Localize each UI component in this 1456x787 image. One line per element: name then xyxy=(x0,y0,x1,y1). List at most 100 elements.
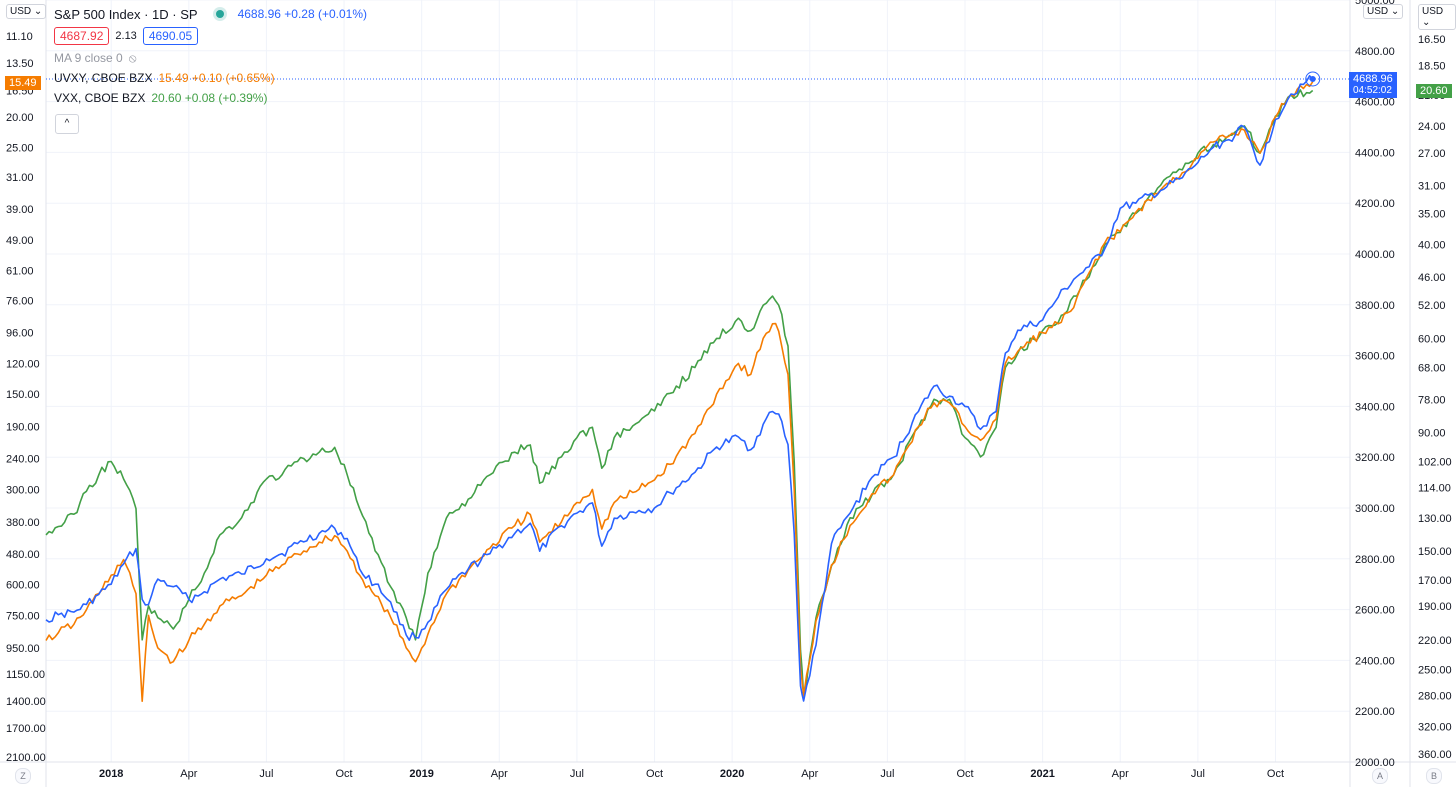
uvxy-axis-tick: 13.50 xyxy=(6,58,34,70)
spx-axis-tick: 2200.00 xyxy=(1355,706,1395,718)
series-line-vxx xyxy=(45,89,1314,697)
time-axis-tick: 2021 xyxy=(1030,768,1054,780)
uvxy-axis-tick: 380.00 xyxy=(6,517,40,529)
uvxy-axis-tick: 600.00 xyxy=(6,580,40,592)
vxx-axis-tick: 60.00 xyxy=(1418,333,1446,345)
spx-axis-tick: 2400.00 xyxy=(1355,655,1395,667)
currency-button-left[interactable]: USD ⌄ xyxy=(6,4,47,19)
uvxy-label[interactable]: UVXY, CBOE BZX xyxy=(54,71,153,85)
vxx-value: 20.60 +0.08 (+0.39%) xyxy=(151,91,268,105)
indicator-label[interactable]: MA 9 close 0 xyxy=(54,51,123,65)
uvxy-axis-tick: 950.00 xyxy=(6,643,40,655)
vxx-axis-tick: 360.00 xyxy=(1418,749,1452,761)
vxx-axis-tick: 16.50 xyxy=(1418,34,1446,46)
time-axis-tick: Apr xyxy=(801,768,818,780)
uvxy-axis-tick: 20.00 xyxy=(6,112,34,124)
uvxy-axis-tick: 11.10 xyxy=(6,31,33,43)
vxx-row: VXX, CBOE BZX 20.60 +0.08 (+0.39%) xyxy=(54,88,367,108)
vxx-axis-tick: 320.00 xyxy=(1418,722,1452,734)
spx-axis-tick: 3000.00 xyxy=(1355,503,1395,515)
time-axis-tick: Jul xyxy=(880,768,894,780)
vxx-axis-tick: 52.00 xyxy=(1418,300,1446,312)
uvxy-price-badge: 15.49 xyxy=(5,76,41,90)
spx-axis-tick: 4600.00 xyxy=(1355,97,1395,109)
vxx-price-badge: 20.60 xyxy=(1416,84,1452,98)
current-point-ring xyxy=(1305,71,1321,87)
time-axis-tick: Apr xyxy=(180,768,197,780)
vxx-axis-tick: 190.00 xyxy=(1418,601,1452,613)
uvxy-axis-tick: 1150.00 xyxy=(6,669,45,681)
uvxy-axis-tick: 120.00 xyxy=(6,358,40,370)
vxx-axis-tick: 78.00 xyxy=(1418,394,1446,406)
grid-lines xyxy=(46,0,1350,763)
vxx-label[interactable]: VXX, CBOE BZX xyxy=(54,91,146,105)
uvxy-axis-tick: 96.00 xyxy=(6,328,34,340)
uvxy-axis-tick: 2100.00 xyxy=(6,752,46,764)
vxx-axis-tick: 68.00 xyxy=(1418,362,1446,374)
uvxy-value: 15.49 +0.10 (+0.65%) xyxy=(158,71,275,85)
time-axis-tick: Apr xyxy=(1112,768,1129,780)
uvxy-axis-tick: 480.00 xyxy=(6,549,40,561)
vxx-axis-tick: 35.00 xyxy=(1418,208,1446,220)
spx-axis-tick: 4400.00 xyxy=(1355,147,1395,159)
spx-axis-tick: 3800.00 xyxy=(1355,300,1395,312)
price-readout: 4688.96 +0.28 (+0.01%) xyxy=(237,7,367,21)
vxx-axis-tick: 40.00 xyxy=(1418,239,1446,251)
uvxy-axis-tick: 25.00 xyxy=(6,143,34,155)
time-axis-tick: Oct xyxy=(1267,768,1284,780)
spread-value: 2.13 xyxy=(115,30,137,42)
b-button[interactable]: B xyxy=(1426,768,1442,784)
spx-axis-tick: 4800.00 xyxy=(1355,46,1395,58)
vxx-axis-tick: 27.00 xyxy=(1418,148,1446,160)
time-axis-tick: Jul xyxy=(570,768,584,780)
series-line-spx xyxy=(45,75,1314,702)
spx-axis-tick: 5000.00 xyxy=(1355,0,1395,7)
uvxy-axis-tick: 31.00 xyxy=(6,172,34,184)
vxx-axis-tick: 31.00 xyxy=(1418,180,1446,192)
symbol-title[interactable]: S&P 500 Index · 1D · SP xyxy=(54,6,198,22)
spx-axis-tick: 2000.00 xyxy=(1355,757,1395,769)
spx-axis-tick: 4200.00 xyxy=(1355,198,1395,210)
indicator-row: MA 9 close 0 ⦸ xyxy=(54,48,367,68)
spx-axis-tick: 2600.00 xyxy=(1355,605,1395,617)
legend: S&P 500 Index · 1D · SP 4688.96 +0.28 (+… xyxy=(54,4,367,108)
currency-button-mid[interactable]: USD ⌄ xyxy=(1363,4,1404,19)
time-axis-tick: Jul xyxy=(1191,768,1205,780)
vxx-axis-tick: 46.00 xyxy=(1418,272,1446,284)
time-axis-tick: 2018 xyxy=(99,768,123,780)
zoom-button[interactable]: Z xyxy=(15,768,31,784)
uvxy-axis-tick: 49.00 xyxy=(6,235,34,247)
time-axis-tick: Jul xyxy=(259,768,273,780)
uvxy-axis-tick: 76.00 xyxy=(6,296,34,308)
currency-button-right[interactable]: USD ⌄ xyxy=(1418,4,1456,30)
vxx-axis-tick: 130.00 xyxy=(1418,513,1452,525)
vxx-axis-tick: 280.00 xyxy=(1418,691,1452,703)
vxx-axis-tick: 114.00 xyxy=(1418,482,1451,494)
uvxy-axis-tick: 1400.00 xyxy=(6,696,46,708)
spx-price-badge: 4688.96 04:52:02 xyxy=(1349,72,1397,98)
bid-box[interactable]: 4687.92 xyxy=(54,27,110,45)
collapse-legend-button[interactable]: ^ xyxy=(55,114,79,134)
series-line-uvxy xyxy=(45,81,1314,703)
uvxy-axis-tick: 61.00 xyxy=(6,265,34,277)
time-axis-tick: Oct xyxy=(956,768,973,780)
uvxy-axis-tick: 39.00 xyxy=(6,204,34,216)
auto-scale-button[interactable]: A xyxy=(1372,768,1388,784)
market-status-icon xyxy=(215,10,224,18)
time-axis-tick: 2019 xyxy=(409,768,433,780)
vxx-axis-tick: 220.00 xyxy=(1418,635,1452,647)
time-axis-tick: Oct xyxy=(646,768,663,780)
vxx-axis-tick: 102.00 xyxy=(1418,456,1452,468)
spx-countdown: 04:52:02 xyxy=(1353,85,1392,96)
uvxy-axis-tick: 1700.00 xyxy=(6,723,46,735)
time-axis-tick: Apr xyxy=(491,768,508,780)
legend-title-row: S&P 500 Index · 1D · SP 4688.96 +0.28 (+… xyxy=(54,4,367,24)
hidden-eye-icon[interactable]: ⦸ xyxy=(128,50,137,65)
uvxy-row: UVXY, CBOE BZX 15.49 +0.10 (+0.65%) xyxy=(54,68,367,88)
spx-price-value: 4688.96 xyxy=(1353,73,1393,85)
vxx-axis-tick: 250.00 xyxy=(1418,664,1452,676)
ask-box[interactable]: 4690.05 xyxy=(142,27,199,45)
spx-axis-tick: 3600.00 xyxy=(1355,351,1395,363)
